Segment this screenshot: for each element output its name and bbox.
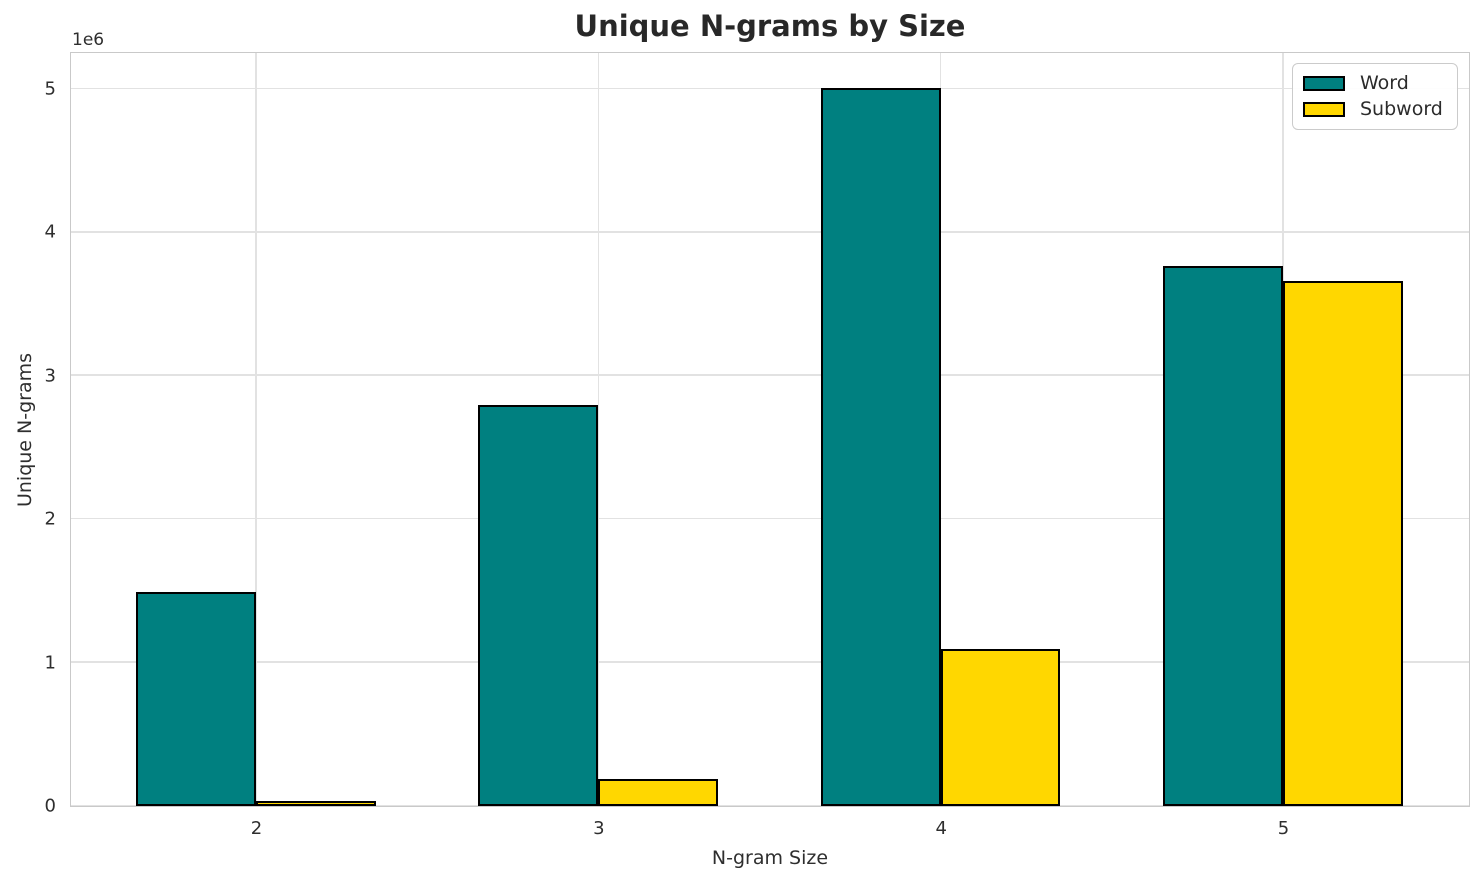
legend-label-word: Word	[1360, 72, 1409, 94]
legend-swatch-subword	[1303, 102, 1345, 117]
y-tick-label: 5	[44, 78, 56, 100]
bar-subword-2	[255, 801, 376, 806]
x-tick-label: 4	[935, 818, 947, 839]
legend: Word Subword	[1292, 63, 1458, 130]
gridline-vertical	[597, 52, 600, 806]
y-tick-label: 1	[44, 652, 56, 674]
bar-word-2	[136, 591, 256, 806]
gridline-horizontal	[70, 374, 1469, 376]
x-axis-label: N-gram Size	[711, 847, 829, 869]
gridline-vertical	[939, 52, 942, 806]
y-tick-label: 3	[44, 365, 56, 387]
bar-subword-3	[598, 778, 719, 806]
chart-title: Unique N-grams by Size	[574, 9, 966, 43]
bar-word-5	[1163, 266, 1284, 806]
y-axis-offset-label: 1e6	[72, 30, 105, 50]
y-tick-label: 2	[44, 508, 56, 530]
y-axis-label: Unique N-grams	[14, 352, 36, 508]
bar-subword-5	[1283, 280, 1403, 806]
gridline-horizontal	[70, 87, 1469, 90]
legend-label-subword: Subword	[1360, 98, 1443, 120]
legend-entry-word: Word	[1303, 74, 1447, 93]
y-tick-label: 4	[44, 221, 56, 243]
plot-area	[69, 51, 1470, 807]
legend-entry-subword: Subword	[1303, 100, 1447, 119]
gridline-horizontal	[70, 661, 1469, 663]
y-tick-label: 0	[44, 795, 56, 817]
bar-subword-4	[940, 649, 1061, 806]
x-tick-label: 2	[250, 818, 263, 839]
gridline-vertical	[255, 52, 257, 806]
gridline-horizontal	[70, 517, 1469, 520]
gridline-horizontal	[70, 231, 1469, 233]
bar-word-3	[478, 405, 599, 806]
x-tick-label: 3	[593, 818, 605, 839]
bar-word-4	[820, 88, 941, 806]
legend-swatch-word	[1303, 76, 1345, 91]
gridline-horizontal	[70, 804, 1469, 807]
x-tick-label: 5	[1277, 818, 1290, 839]
